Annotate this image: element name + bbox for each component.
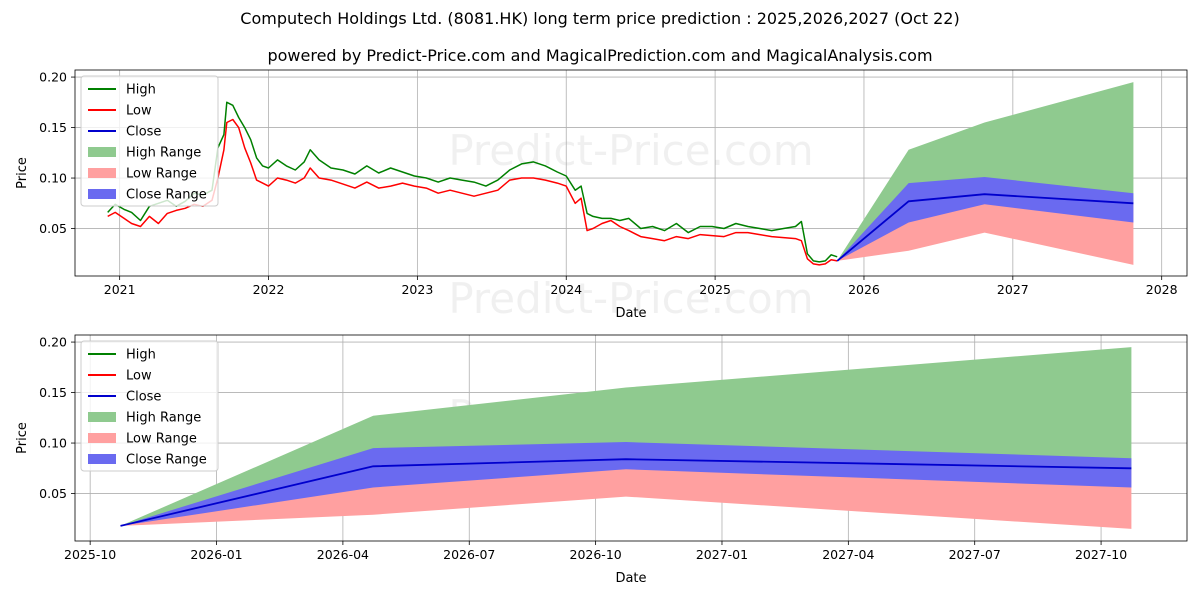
x-tick-label: 2028: [1146, 282, 1178, 297]
watermark-text: Predict-Price.com: [448, 274, 813, 323]
y-axis-label: Price: [15, 157, 30, 189]
x-tick-label: 2026-10: [570, 547, 622, 562]
legend-swatch: [88, 454, 116, 464]
high-range-band: [120, 347, 1132, 526]
plot-frame: [74, 334, 1188, 542]
x-tick-label: 2025: [699, 282, 731, 297]
legend-label: Low: [126, 369, 152, 384]
legend-label: Low: [126, 104, 152, 119]
x-tick-label: 2026-07: [443, 547, 495, 562]
legend: High Low Close High Range Low Range Close Ran…: [80, 340, 219, 472]
chart-title: Computech Holdings Ltd. (8081.HK) long t…: [240, 9, 960, 28]
legend-label: Low Range: [126, 167, 197, 182]
chart-subtitle: powered by Predict-Price.com and Magical…: [267, 46, 933, 65]
close-series-line: [120, 458, 1132, 527]
watermark-text: Predict-Price.com: [448, 126, 813, 175]
close-series-line: [836, 193, 1134, 262]
y-tick-label: 0.15: [39, 385, 67, 400]
y-axis-label: Price: [15, 422, 30, 454]
x-tick-label: 2027: [997, 282, 1029, 297]
y-tick-label: 0.10: [39, 171, 67, 186]
legend-label: Close Range: [126, 188, 207, 203]
legend-swatch: [88, 433, 116, 443]
legend: High Low Close High Range Low Range Close Ran…: [80, 75, 219, 207]
legend-label: Close: [126, 390, 161, 405]
legend-swatch: [88, 189, 116, 199]
x-axis-label: Date: [615, 306, 646, 321]
legend-label: Close Range: [126, 453, 207, 468]
x-tick-label: 2027-01: [696, 547, 748, 562]
x-tick-label: 2026-01: [190, 547, 242, 562]
chart-panel-bottom: Predict-Price.com2025-102026-012026-0420…: [15, 334, 1188, 586]
legend-swatch: [88, 168, 116, 178]
legend-swatch: [88, 412, 116, 422]
y-tick-label: 0.20: [39, 70, 67, 85]
high-range-band: [837, 82, 1134, 261]
x-tick-label: 2024: [550, 282, 582, 297]
legend-label: High Range: [126, 146, 201, 161]
y-tick-label: 0.10: [39, 436, 67, 451]
chart-panel-top: Predict-Price.com Predict-Price.com 2021 20…: [15, 69, 1188, 323]
legend-label: High: [126, 348, 156, 363]
legend-label: Low Range: [126, 432, 197, 447]
x-tick-label: 2027-04: [822, 547, 874, 562]
legend-label: Close: [126, 125, 161, 140]
legend-label: High: [126, 83, 156, 98]
x-tick-label: 2026: [848, 282, 880, 297]
x-tick-label: 2022: [253, 282, 285, 297]
y-tick-label: 0.15: [39, 120, 67, 135]
legend-label: High Range: [126, 411, 201, 426]
x-tick-label: 2027-10: [1075, 547, 1127, 562]
x-axis-label: Date: [615, 571, 646, 586]
x-tick-label: 2027-07: [949, 547, 1001, 562]
x-tick-label: 2023: [401, 282, 433, 297]
plot-frame: [74, 69, 1188, 277]
x-tick-label: 2021: [104, 282, 136, 297]
y-tick-label: 0.20: [39, 335, 67, 350]
y-tick-label: 0.05: [39, 486, 67, 501]
legend-swatch: [88, 147, 116, 157]
x-tick-label: 2026-04: [317, 547, 369, 562]
x-tick-label: 2025-10: [64, 547, 116, 562]
y-tick-label: 0.05: [39, 221, 67, 236]
